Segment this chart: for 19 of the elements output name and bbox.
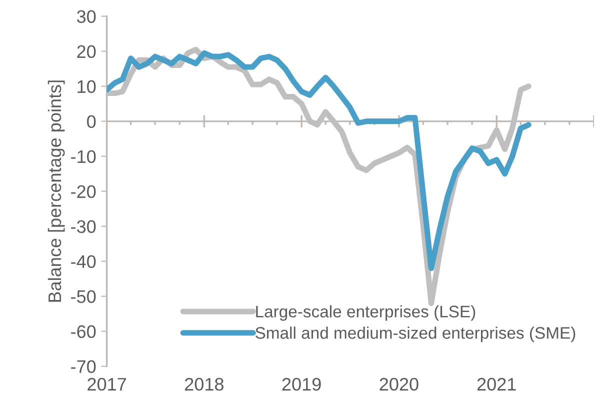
x-tick-label: 2017 [88,378,126,391]
x-tick-label: 2018 [185,378,224,391]
y-tick-label: 0 [87,115,96,128]
y-tick-label: -50 [71,290,96,304]
y-tick-label: -10 [71,150,96,164]
y-tick-label: 20 [77,45,96,58]
y-tick-label: 30 [76,10,96,23]
y-axis-title: Balance [percentage points] [48,80,65,302]
x-tick-label: 2019 [282,378,321,391]
y-tick-label: 10 [78,80,96,94]
y-tick-label: -40 [71,255,96,268]
x-tick-label: 2021 [477,378,516,391]
y-tick-label: -20 [71,185,96,198]
legend-label: Large-scale enterprises (LSE) [256,305,476,321]
x-tick-label: 2020 [380,378,418,391]
y-tick-label: -30 [71,220,96,234]
y-tick-label: -60 [71,325,96,338]
legend-label: Small and medium-sized enterprises (SME) [256,326,576,342]
y-tick-label: -70 [71,360,96,374]
